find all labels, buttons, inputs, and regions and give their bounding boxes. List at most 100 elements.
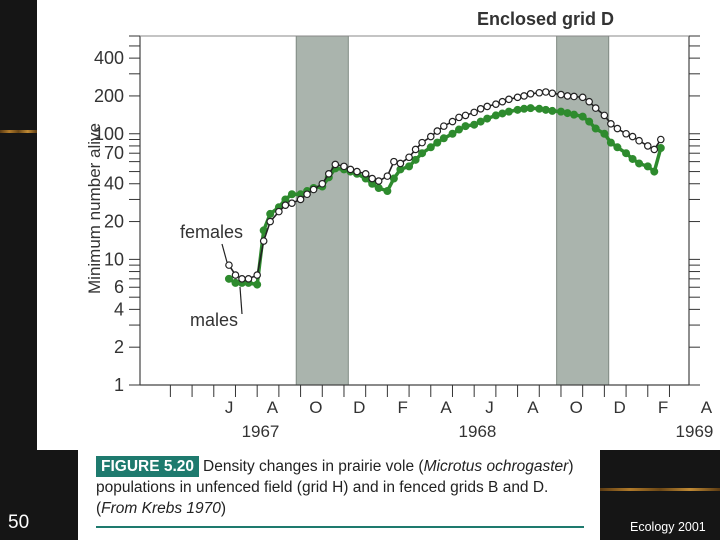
females-point — [505, 95, 513, 104]
males-point — [535, 104, 544, 113]
males-leader-line — [239, 286, 243, 315]
females-point — [448, 117, 457, 126]
females-point — [433, 127, 442, 135]
decorative-line-left — [0, 130, 37, 133]
females-point — [390, 157, 398, 166]
females-point — [498, 97, 507, 106]
x-tick-label: F — [658, 398, 668, 417]
x-tick-label: A — [440, 398, 452, 417]
females-point — [318, 179, 327, 188]
females-point — [296, 195, 305, 204]
females-point — [231, 271, 240, 279]
footer-text: Ecology 2001 — [630, 520, 706, 534]
females-point — [340, 162, 348, 171]
females-point — [383, 172, 392, 180]
year-label: 1967 — [242, 422, 280, 441]
females-point — [281, 201, 290, 209]
females-point — [548, 89, 557, 98]
females-point — [244, 275, 253, 283]
caption-panel: FIGURE 5.20 Density changes in prairie vo… — [78, 450, 600, 540]
males-point — [418, 149, 427, 158]
caption-source: From Krebs 1970 — [101, 500, 221, 517]
x-tick-label: O — [309, 398, 322, 417]
series-layer — [224, 88, 665, 289]
x-tick-label: J — [225, 398, 234, 417]
females-point — [578, 93, 587, 102]
males-point — [461, 122, 470, 131]
caption-text-part-3: ) — [220, 500, 227, 517]
females-point — [526, 89, 535, 98]
females-point — [643, 142, 652, 150]
males-point — [433, 138, 442, 147]
x-tick-label: D — [353, 398, 365, 417]
y-tick-label: 20 — [104, 212, 124, 232]
males-point — [483, 114, 492, 123]
x-tick-label: D — [614, 398, 626, 417]
males-point — [287, 190, 296, 199]
caption-species-name: Microtus ochrogaster — [423, 458, 569, 475]
females-point — [563, 92, 572, 100]
females-point — [461, 111, 470, 120]
females-point — [650, 145, 659, 154]
males-point — [405, 162, 414, 171]
grid-layer — [129, 35, 700, 397]
males-point — [643, 162, 652, 171]
figure-caption: FIGURE 5.20 Density changes in prairie vo… — [96, 456, 586, 519]
females-point — [275, 207, 283, 216]
females-point — [513, 93, 522, 102]
shaded-period-1 — [295, 35, 349, 386]
year-label: 1969 — [676, 422, 714, 441]
males-point — [600, 129, 609, 138]
females-point — [541, 88, 550, 96]
shaded-period-2 — [556, 35, 610, 386]
females-point — [607, 120, 615, 128]
males-annotation: males — [190, 310, 238, 330]
females-point — [288, 199, 296, 208]
x-tick-label: A — [701, 398, 713, 417]
males-point — [374, 183, 383, 192]
females-point — [303, 190, 311, 199]
x-tick-label: O — [570, 398, 583, 417]
males-point — [526, 104, 535, 113]
females-point — [374, 177, 383, 185]
females-point — [622, 129, 630, 138]
x-tick-label: F — [397, 398, 407, 417]
y-tick-label: 2 — [114, 337, 124, 357]
x-tick-label: A — [527, 398, 539, 417]
females-annotation: females — [180, 222, 243, 242]
females-point — [331, 160, 340, 169]
females-point — [361, 169, 370, 178]
females-point — [613, 124, 622, 133]
males-point — [266, 209, 275, 218]
males-point — [622, 149, 631, 158]
y-tick-label: 10 — [104, 249, 124, 269]
figure-number-badge: FIGURE 5.20 — [96, 456, 200, 477]
males-point — [591, 124, 600, 133]
males-point — [224, 274, 233, 283]
caption-text-part-2: ) populations in unfenced field (grid H)… — [96, 458, 574, 517]
males-point — [454, 125, 463, 134]
females-point — [635, 136, 643, 145]
females-point — [426, 132, 435, 141]
females-leader-line — [221, 243, 228, 263]
females-point — [368, 174, 376, 183]
y-tick-label: 100 — [94, 124, 124, 144]
females-point — [476, 104, 485, 113]
males-point — [606, 138, 615, 147]
slide-number: 50 — [8, 512, 30, 533]
males-point — [448, 129, 457, 138]
males-point — [578, 112, 587, 121]
y-tick-label: 200 — [94, 86, 124, 106]
females-point — [411, 145, 420, 154]
females-point — [483, 102, 491, 111]
males-point — [383, 187, 392, 196]
males-point — [439, 134, 448, 143]
males-point — [426, 143, 435, 152]
females-point — [259, 237, 268, 245]
shading-layer — [295, 35, 610, 386]
y-tick-label: 6 — [114, 277, 124, 297]
females-point — [557, 90, 565, 99]
females-point — [309, 185, 318, 194]
females-point — [396, 159, 405, 168]
males-point — [389, 174, 398, 183]
